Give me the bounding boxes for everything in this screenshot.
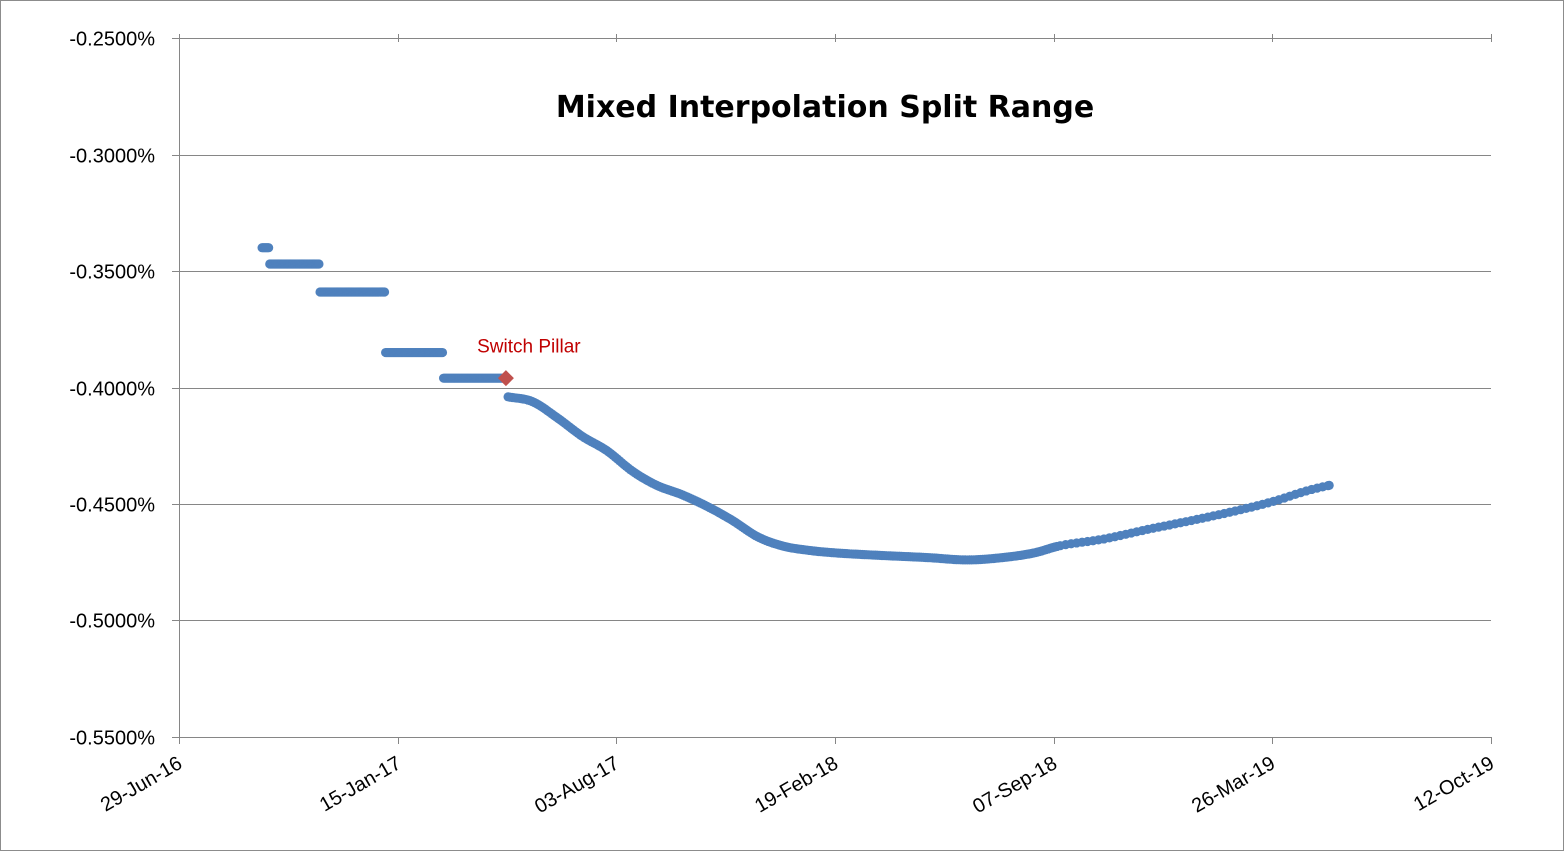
x-tick-label: 07-Sep-18 <box>969 752 1061 818</box>
switch-pillar-diamond <box>497 370 514 387</box>
y-tick-label: -0.4000% <box>69 379 155 401</box>
y-tick-label: -0.3000% <box>69 146 155 168</box>
gridlines <box>179 38 1491 738</box>
data-point <box>1324 480 1334 490</box>
x-tick-label: 12-Oct-19 <box>1410 752 1498 816</box>
y-tick-label: -0.5500% <box>69 728 155 750</box>
x-tick-label: 15-Jan-17 <box>316 752 405 816</box>
y-tick-label: -0.3500% <box>69 262 155 284</box>
y-tick-label: -0.4500% <box>69 495 155 517</box>
data-point <box>437 347 448 358</box>
axes <box>172 34 1492 744</box>
x-tick-label: 19-Feb-18 <box>751 752 842 817</box>
y-tick-label: -0.2500% <box>69 29 155 51</box>
data-point <box>314 259 324 269</box>
y-axis-tick-labels: -0.2500% -0.3000% -0.3500% -0.4000% -0.4500%… <box>69 29 155 750</box>
data-series <box>257 243 1334 565</box>
switch-pillar-label: Switch Pillar <box>477 336 581 357</box>
chart-title: Mixed Interpolation Split Range <box>556 90 1094 125</box>
x-axis-tick-labels: 29-Jun-16 15-Jan-17 03-Aug-17 19-Feb-18 07-S… <box>97 752 1498 818</box>
switch-pillar-marker <box>497 370 514 387</box>
x-tick-label: 29-Jun-16 <box>97 752 186 816</box>
y-tick-label: -0.5000% <box>69 611 155 633</box>
data-point <box>264 243 274 253</box>
x-tick-label: 03-Aug-17 <box>531 752 623 818</box>
x-tick-label: 26-Mar-19 <box>1188 752 1279 817</box>
data-point <box>379 287 390 297</box>
